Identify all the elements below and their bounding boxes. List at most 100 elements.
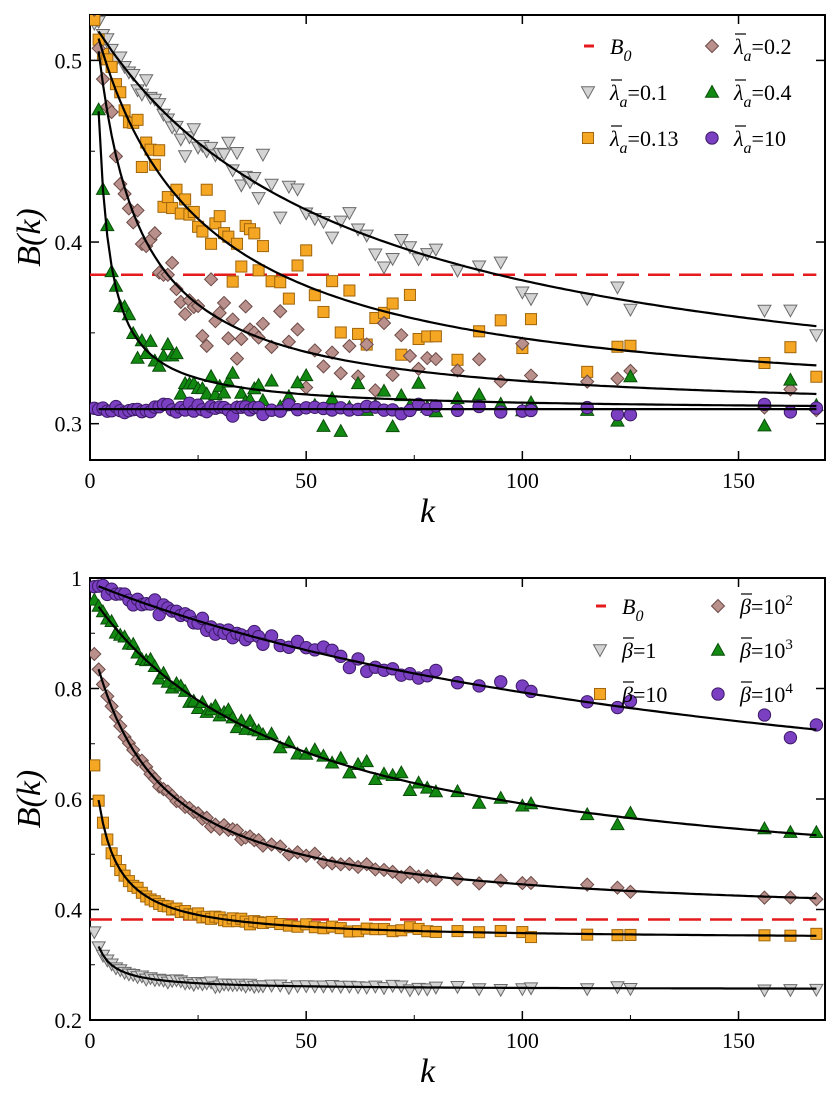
legend-swatch: [705, 131, 719, 145]
legend: B0 β=1 β=10 β=102 β=103 β=104: [592, 593, 793, 707]
data-point: [428, 243, 444, 257]
data-point: [229, 351, 245, 366]
data-point: [450, 403, 465, 418]
data-point: [90, 759, 101, 772]
data-point: [394, 327, 409, 343]
data-point: [471, 876, 487, 891]
data-point: [610, 880, 625, 895]
data-point: [783, 984, 798, 998]
data-point: [376, 261, 392, 275]
data-point: [494, 405, 508, 419]
data-point: [233, 385, 249, 399]
data-point: [225, 365, 241, 379]
legend-entry: β=1: [592, 637, 656, 663]
legend-label: β=104: [739, 681, 793, 707]
data-point: [623, 408, 638, 422]
data-point: [809, 983, 824, 998]
data-point: [428, 784, 444, 798]
data-point: [524, 931, 538, 944]
data-point: [298, 367, 314, 382]
data-point: [147, 226, 163, 241]
data-point: [523, 875, 539, 891]
x-tick-label: 50: [295, 1028, 317, 1053]
data-point: [173, 133, 189, 147]
data-point: [523, 293, 539, 307]
legend-swatch: [704, 38, 720, 54]
x-tick-label: 100: [506, 1028, 539, 1053]
data-point: [403, 288, 416, 301]
data-point: [402, 348, 418, 364]
legend-entry: B0: [596, 594, 643, 625]
data-point: [411, 361, 426, 377]
legend-swatch: [581, 131, 595, 145]
data-point: [359, 753, 375, 768]
y-tick-label: 0.4: [55, 898, 83, 923]
fit-curve: [97, 945, 817, 990]
data-point: [256, 240, 269, 253]
data-point: [524, 403, 538, 418]
data-point: [238, 299, 253, 314]
data-point: [164, 255, 180, 271]
y-axis-label: B(k): [11, 770, 48, 829]
data-point: [623, 369, 638, 383]
series-1: [90, 926, 824, 998]
data-point: [493, 873, 508, 888]
data-point: [324, 345, 340, 360]
legend-swatch: [592, 644, 608, 658]
data-point: [579, 983, 595, 997]
legend-label: β=1: [621, 638, 656, 663]
data-point: [524, 684, 538, 699]
data-point: [216, 148, 232, 162]
data-point: [221, 702, 236, 716]
data-point: [515, 336, 530, 351]
data-point: [342, 765, 357, 779]
data-point: [342, 660, 357, 675]
data-point: [173, 386, 189, 400]
data-point: [783, 730, 798, 745]
legend-entry: β=10: [593, 681, 667, 707]
data-point: [420, 350, 435, 366]
y-tick-label: 0.4: [55, 230, 83, 255]
data-point: [402, 782, 418, 796]
data-point: [216, 295, 232, 311]
data-point: [131, 113, 144, 126]
legend-entry: λa=0.4: [704, 79, 791, 111]
series-1: [90, 15, 824, 343]
data-point: [274, 276, 287, 289]
data-point: [117, 186, 132, 202]
legend-entry: λa=0.2: [704, 33, 791, 65]
chart-panel-2: 0 50 100 150 0.2 0.4 0.6 0.8 1 k B(k) B0 β=1 β=10 β=10…: [11, 566, 826, 1090]
data-point: [291, 259, 304, 272]
data-point: [333, 215, 349, 229]
data-point: [385, 418, 400, 433]
data-point: [783, 405, 798, 419]
data-point: [757, 304, 772, 318]
x-tick-label: 150: [722, 1028, 755, 1053]
plot-area: [90, 578, 824, 998]
data-point: [783, 824, 798, 838]
data-point: [450, 363, 465, 378]
chart-panel-1: 0 50 100 150 0.3 0.4 0.5 k B(k) B0 λa=0.1 λa=0.13 λa…: [11, 14, 826, 530]
data-point: [471, 387, 487, 401]
plot-frame: [89, 14, 826, 461]
data-point: [385, 367, 400, 383]
data-point: [290, 322, 305, 337]
data-point: [90, 646, 102, 662]
legend-swatch: [580, 86, 596, 100]
fit-curve: [97, 606, 817, 837]
data-point: [809, 329, 824, 343]
legend-label: λa=10: [733, 126, 786, 157]
data-point: [203, 272, 219, 287]
data-point: [402, 241, 418, 255]
data-point: [221, 331, 236, 346]
data-point: [359, 337, 374, 352]
data-point: [255, 980, 271, 994]
data-point: [471, 795, 487, 809]
data-point: [411, 375, 426, 389]
data-point: [376, 383, 392, 397]
data-point: [324, 390, 340, 404]
data-point: [343, 284, 356, 297]
data-point: [494, 675, 508, 689]
